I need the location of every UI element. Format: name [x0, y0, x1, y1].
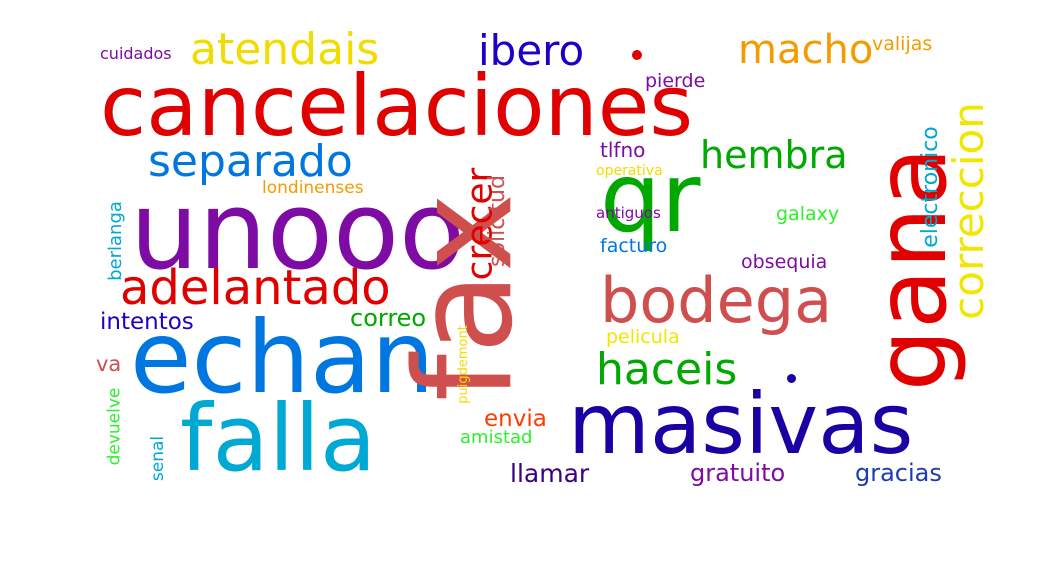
word: macho: [738, 27, 874, 73]
word: cuidados: [100, 44, 172, 63]
word: atendais: [190, 24, 380, 75]
word: correo: [350, 304, 427, 332]
word: pelicula: [606, 326, 680, 348]
word: separado: [148, 136, 353, 187]
word: correccion: [943, 102, 993, 320]
word: ibero: [478, 26, 585, 75]
word: pierde: [645, 70, 706, 92]
word: echan: [130, 299, 435, 416]
word: operativa: [596, 163, 663, 179]
dot: [787, 374, 796, 383]
word: valijas: [872, 33, 933, 55]
word: unooo: [130, 169, 466, 294]
word: galaxy: [776, 203, 840, 225]
word: puigdemont: [455, 325, 471, 404]
dot: [632, 50, 642, 60]
word: cancelaciones: [100, 57, 694, 155]
word: gratuito: [690, 459, 786, 487]
word: facturo: [600, 235, 668, 257]
word: berlanga: [104, 201, 126, 281]
word: solicitud: [484, 175, 510, 267]
word: haceis: [596, 344, 738, 395]
word: qr: [600, 142, 701, 254]
word: adelantado: [120, 260, 391, 316]
word: falla: [180, 385, 377, 492]
word: antiguos: [596, 204, 661, 222]
word: londinenses: [262, 178, 364, 198]
word: tlfno: [600, 138, 646, 162]
word: electronico: [917, 126, 943, 248]
word: obsequia: [741, 251, 828, 273]
word: hembra: [700, 133, 848, 177]
word: masivas: [568, 375, 914, 473]
word: bodega: [600, 264, 833, 337]
word: senal: [148, 435, 169, 482]
word: envia: [484, 406, 547, 432]
word: amistad: [460, 427, 533, 448]
word: va: [96, 352, 122, 376]
word: llamar: [510, 459, 590, 488]
word: intentos: [100, 309, 194, 335]
word: devuelve: [104, 387, 125, 466]
word: gracias: [855, 459, 942, 487]
